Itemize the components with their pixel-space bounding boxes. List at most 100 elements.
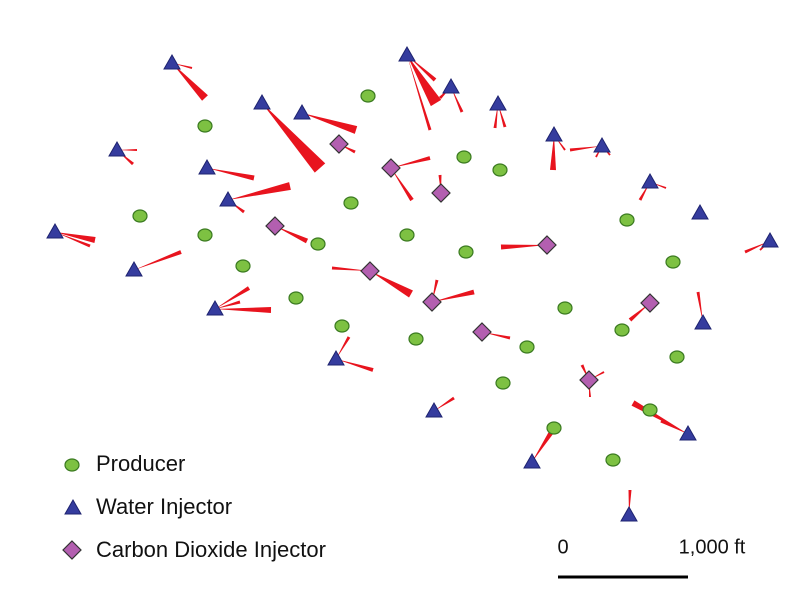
producer-well	[492, 163, 508, 177]
water-injector-well	[593, 136, 611, 153]
co2-injector-well	[537, 235, 557, 255]
water-injector-well	[125, 260, 143, 277]
producer-well	[605, 453, 621, 467]
co2-injector-well	[431, 183, 451, 203]
water-injector-well	[694, 313, 712, 330]
allocation-wedge	[215, 307, 272, 313]
allocation-wedge	[134, 250, 182, 270]
producer-well	[642, 403, 658, 417]
allocation-wedge	[262, 103, 303, 148]
water-injector-well	[641, 172, 659, 189]
water-injector-well	[545, 125, 563, 142]
water-injector-well	[398, 45, 416, 62]
allocation-wedge	[434, 396, 455, 411]
allocation-wedge	[660, 419, 688, 434]
allocation-wedge	[391, 168, 414, 202]
allocation-wedge	[172, 63, 208, 101]
co2-injector-well	[360, 261, 380, 281]
water-injector-well	[425, 401, 443, 418]
legend-label: Producer	[96, 451, 185, 476]
allocation-wedge	[391, 156, 431, 168]
allocation-wedge	[228, 182, 291, 200]
water-injector-well	[523, 452, 541, 469]
producer-well	[360, 89, 376, 103]
water-injector-well	[108, 140, 126, 157]
scale-start-label: 0	[557, 536, 568, 558]
allocation-wedge	[550, 135, 556, 171]
producer-well	[334, 319, 350, 333]
allocation-wedge	[407, 55, 442, 107]
producer-well	[458, 245, 474, 259]
allocation-wedge	[432, 289, 475, 302]
producer-well	[197, 228, 213, 242]
water-injector-well	[679, 424, 697, 441]
allocation-wedge	[117, 149, 137, 151]
allocation-wedge	[336, 336, 351, 359]
legend-co2-injector-symbol	[62, 540, 82, 560]
water-injector-well	[219, 190, 237, 207]
allocation-wedge	[532, 436, 550, 462]
allocation-wedge	[302, 113, 358, 134]
allocation-wedge	[500, 244, 547, 250]
legend-producer-symbol	[64, 458, 80, 472]
allocation-wedge	[628, 303, 650, 322]
scale-end-label: 1,000 ft	[679, 536, 746, 558]
co2-injector-well	[265, 216, 285, 236]
producer-well	[669, 350, 685, 364]
scale-bar: 0 1,000 ft	[557, 536, 746, 579]
water-injector-well	[206, 299, 224, 316]
co2-injector-well	[329, 134, 349, 154]
water-injector-well	[442, 77, 460, 94]
legend: Producer Water Injector Carbon Dioxide I…	[62, 451, 326, 562]
allocation-wedge	[55, 232, 91, 248]
producer-well	[235, 259, 251, 273]
allocation-wedges	[55, 55, 770, 515]
producer-well	[495, 376, 511, 390]
water-injector-well	[691, 203, 709, 220]
producer-well	[288, 291, 304, 305]
producer-well	[614, 323, 630, 337]
allocation-wedge	[631, 400, 688, 434]
water-injector-well	[293, 103, 311, 120]
allocation-wedge	[370, 271, 413, 298]
allocation-wedge	[207, 168, 255, 181]
water-injector-well	[163, 53, 181, 70]
wells	[46, 45, 779, 522]
producer-well	[343, 196, 359, 210]
co2-injector-well	[472, 322, 492, 342]
water-injector-well	[327, 349, 345, 366]
co2-injector-well	[640, 293, 660, 313]
producer-well	[557, 301, 573, 315]
allocation-wedge	[696, 291, 703, 323]
allocation-wedge	[407, 55, 437, 82]
co2-injector-well	[381, 158, 401, 178]
producer-well	[197, 119, 213, 133]
co2-injector-well	[579, 370, 599, 390]
legend-label: Carbon Dioxide Injector	[96, 537, 326, 562]
allocation-wedge	[215, 286, 251, 309]
allocation-wedge	[275, 226, 309, 244]
producer-well	[519, 340, 535, 354]
producer-well	[408, 332, 424, 346]
producer-well	[665, 255, 681, 269]
producer-well	[132, 209, 148, 223]
water-injector-well	[620, 505, 638, 522]
allocation-wedge	[55, 232, 96, 243]
water-injector-well	[253, 93, 271, 110]
water-injector-well	[46, 222, 64, 239]
producer-well	[456, 150, 472, 164]
producer-well	[619, 213, 635, 227]
allocation-wedge	[331, 266, 370, 271]
legend-label: Water Injector	[96, 494, 232, 519]
producer-well	[310, 237, 326, 251]
co2-injector-well	[422, 292, 442, 312]
legend-water-injector-symbol	[64, 498, 82, 515]
allocation-wedge	[407, 55, 432, 131]
producer-well	[546, 421, 562, 435]
water-injector-well	[489, 94, 507, 111]
producer-well	[399, 228, 415, 242]
allocation-wedge	[215, 300, 241, 309]
allocation-wedge	[569, 146, 602, 152]
